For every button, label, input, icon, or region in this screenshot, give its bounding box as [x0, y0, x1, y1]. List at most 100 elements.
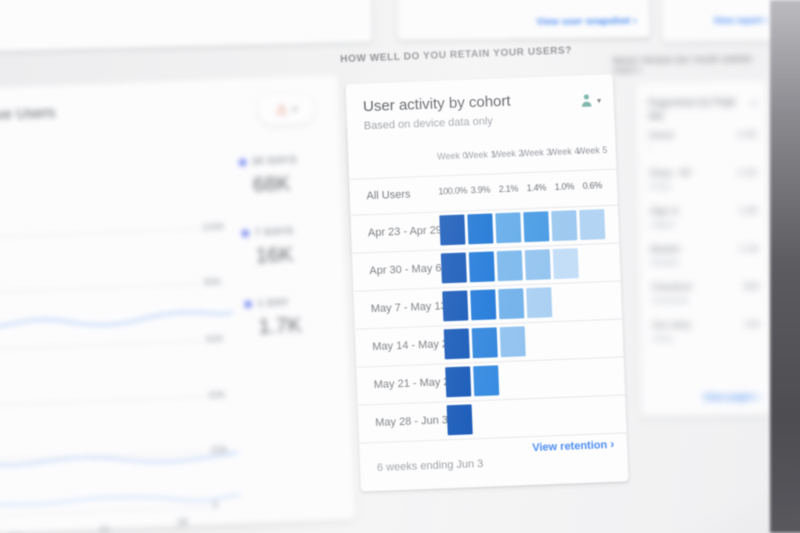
all-users-row-label: All Users [366, 188, 411, 203]
heatmap-cell [471, 327, 498, 359]
chevron-right-icon: › [632, 14, 637, 27]
active-users-sparklines [0, 311, 240, 509]
heatmap-cell [526, 287, 553, 319]
cohort-card-subtitle: Based on device data only [363, 115, 494, 133]
pages-card-title: Pageviews by Page title [648, 96, 737, 122]
legend-label-text: 30 DAYS [251, 154, 298, 168]
heatmap-cell [440, 252, 467, 284]
cohort-row-label: May 21 - May 27 [373, 375, 456, 392]
list-item: Basket/basket 1.1K [651, 242, 759, 267]
heatmap-cell [443, 328, 470, 360]
heatmap-cell [445, 366, 472, 398]
heatmap-cell [473, 365, 500, 397]
pages-report-link-label: View pages [703, 391, 755, 404]
page-views: 1.1K [739, 243, 759, 255]
retention-percent: 0.6% [582, 180, 603, 191]
active-users-card-title: Active Users [0, 104, 56, 125]
week-column-label: Week 3 [520, 147, 552, 159]
heatmap-cell [468, 251, 495, 283]
page-views: 2.1K [737, 167, 758, 179]
pages-card: Pageviews by Page title ▾ Home/4.4K Shop … [634, 79, 773, 418]
heatmap-cell [498, 288, 525, 320]
data-warning-dropdown[interactable]: ⚠ ▾ [256, 92, 316, 127]
cohort-row-label: Apr 23 - Apr 29 [367, 224, 443, 240]
legend-dot-icon [241, 229, 249, 238]
top-right-card-link-label: View report [713, 15, 763, 26]
heatmap-cell [551, 210, 578, 242]
pages-report-link[interactable]: View pages › [703, 391, 761, 403]
cohort-row-label: May 14 - May 20 [372, 337, 455, 354]
list-item: Shop - All/shop 2.1K [649, 166, 757, 191]
x-axis-tick-label: 28 [176, 517, 189, 529]
legend-label-text: 7 DAYS [254, 226, 294, 239]
cohort-card: User activity by cohort Based on device … [345, 73, 629, 492]
page-path: /shop [649, 180, 671, 192]
retention-percent: 100.0% [438, 185, 468, 197]
list-item: Home/4.4K [649, 128, 757, 153]
heatmap-cell [579, 209, 606, 241]
heatmap-cell [439, 214, 466, 246]
heatmap-cell [495, 212, 522, 244]
page-views: 4.4K [737, 129, 757, 141]
cohort-row-label: Apr 30 - May 6 [369, 262, 442, 278]
legend-label: 7 DAYS [241, 224, 342, 239]
list-item: Checkout/checkout 940 [651, 280, 759, 305]
page-path: /basket [650, 256, 679, 268]
legend-item: 30 DAYS 68K [239, 153, 341, 198]
page-path: /signin [650, 218, 676, 230]
heatmap-cell [523, 211, 550, 243]
sparkline-30days [0, 311, 234, 331]
list-item: Our story/story 720 [652, 318, 760, 343]
cohort-row-label: May 28 - Jun 3 [375, 414, 449, 430]
chevron-right-icon: › [765, 15, 769, 27]
week-column-label: Week 4 [548, 146, 580, 158]
legend-dot-icon [244, 300, 252, 308]
heatmap-cell [496, 250, 523, 282]
week-column-label: Week 0 [436, 150, 468, 162]
chevron-down-icon: ▾ [292, 104, 298, 114]
chevron-right-icon: › [609, 436, 615, 452]
sparkline-7days [0, 451, 239, 469]
chevron-right-icon: › [757, 391, 762, 403]
warning-triangle-icon: ⚠ [275, 101, 289, 118]
cohort-rows: Apr 23 - Apr 29 Apr 30 - May 6 May 7 - May… [346, 75, 628, 444]
heatmap-cell [467, 213, 494, 245]
week-column-label: Week 5 [576, 144, 608, 157]
page-views: 720 [744, 319, 761, 331]
cohort-week-header: Week 0 Week 1 Week 2 Week 3 Week 4 Week 5 [436, 144, 608, 162]
legend-value: 68K [252, 172, 291, 197]
monitor-bezel-edge [770, 0, 800, 533]
page-path: /checkout [651, 294, 689, 306]
legend-item: 1 DAY 1.7K [244, 295, 346, 340]
legend-item: 7 DAYS 16K [241, 224, 344, 269]
top-right-card-link[interactable]: View report › [713, 15, 768, 26]
top-card-partial: View report › [660, 0, 778, 42]
pages-list: Home/4.4K Shop - All/shop 2.1K Sign in/sign… [636, 80, 766, 343]
page-views: 1.4K [738, 205, 759, 217]
heatmap-cell [442, 290, 469, 322]
retention-question-header: HOW WELL DO YOU RETAIN YOUR USERS? [340, 45, 573, 66]
top-mid-card-link-label: View user snapshot [536, 15, 631, 28]
divider [358, 394, 627, 406]
retention-percent: 1.4% [526, 182, 547, 194]
pages-question-header: WHAT PAGES DO YOUR USERS VISIT? [612, 53, 753, 76]
legend-label: 1 DAY [244, 295, 344, 310]
week-column-label: Week 2 [492, 148, 524, 160]
cohort-period-note: 6 weeks ending Jun 3 [376, 457, 484, 475]
retention-percent: 1.0% [554, 181, 575, 193]
heatmap-cell [524, 249, 551, 281]
legend-label: 30 DAYS [239, 153, 339, 168]
chevron-down-icon[interactable]: ▾ [751, 98, 757, 109]
list-item: Sign in/signin 1.4K [650, 204, 758, 229]
legend-value: 16K [255, 243, 294, 268]
top-mid-card-link[interactable]: View user snapshot › [536, 15, 637, 28]
chevron-down-icon: ▾ [596, 95, 602, 105]
retention-report-link-label: View retention [532, 439, 608, 455]
retention-report-link[interactable]: View retention › [532, 437, 614, 454]
divider [349, 168, 618, 180]
top-card-partial [0, 0, 373, 54]
heatmap-cell [470, 289, 497, 321]
cohort-card-menu[interactable]: ▾ [581, 93, 602, 108]
